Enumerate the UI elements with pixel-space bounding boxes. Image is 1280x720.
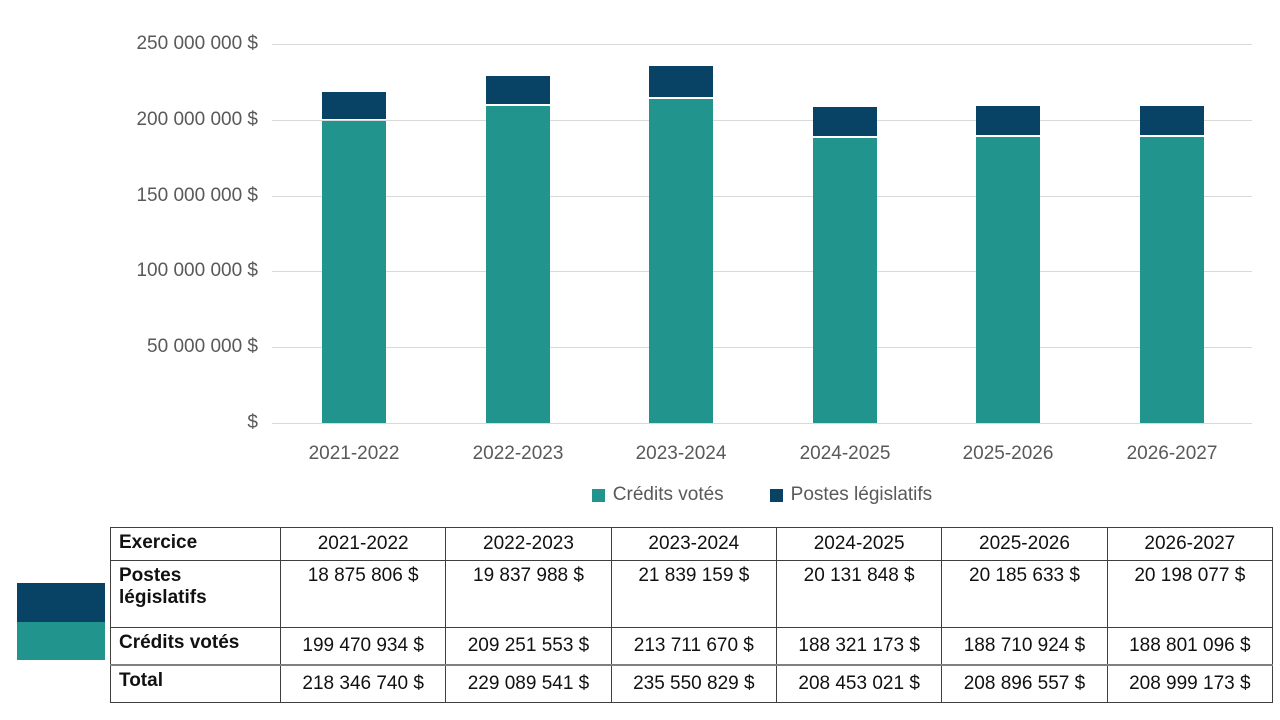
credits-votes-swatch-icon xyxy=(591,488,605,502)
bar-segment-credits-votes-2026-2027 xyxy=(1140,137,1204,423)
table-row-swatch-postes-legislatifs xyxy=(17,583,105,622)
bar-segment-credits-votes-2021-2022 xyxy=(322,121,386,423)
cell-postes-legislatifs: 18 875 806 $ xyxy=(279,560,447,628)
bar-segment-postes-legislatifs-2025-2026 xyxy=(976,106,1040,135)
table-header-year: 2024-2025 xyxy=(775,527,943,561)
cell-credits-votes: 199 470 934 $ xyxy=(279,627,447,665)
cell-total: 229 089 541 $ xyxy=(445,663,612,703)
x-axis-tick-label: 2021-2022 xyxy=(308,443,400,464)
y-axis-tick-label: 50 000 000 $ xyxy=(147,336,258,357)
table-row-total: Total 218 346 740 $229 089 541 $235 550 8… xyxy=(110,663,1274,703)
y-axis-tick-label: 100 000 000 $ xyxy=(136,260,258,281)
cell-total: 218 346 740 $ xyxy=(279,663,447,703)
cell-total: 208 453 021 $ xyxy=(775,663,943,703)
bar-segment-postes-legislatifs-2026-2027 xyxy=(1140,106,1204,135)
cell-credits-votes: 188 710 924 $ xyxy=(941,627,1108,665)
y-axis-tick-label: 150 000 000 $ xyxy=(136,185,258,206)
x-axis-tick-label: 2025-2026 xyxy=(962,443,1054,464)
budget-data-table: Exercice 2021-2022 2022-2023 2023-2024 2024-… xyxy=(110,527,1274,703)
bar-segment-credits-votes-2022-2023 xyxy=(486,106,550,423)
y-axis-tick-label: $ xyxy=(247,412,258,433)
bar-segment-credits-votes-2024-2025 xyxy=(813,138,877,423)
table-row-postes-legislatifs: Postes législatifs 18 875 806 $19 837 988… xyxy=(110,560,1274,628)
bar-segment-credits-votes-2025-2026 xyxy=(976,137,1040,423)
table-header-year: 2025-2026 xyxy=(941,527,1108,561)
legend-item-postes-legislatifs: Postes législatifs xyxy=(769,484,933,506)
cell-postes-legislatifs: 20 131 848 $ xyxy=(775,560,943,628)
cell-total: 208 999 173 $ xyxy=(1106,663,1274,703)
row-label-total: Total xyxy=(110,663,281,703)
table-header-year: 2026-2027 xyxy=(1106,527,1274,561)
bar-segment-postes-legislatifs-2024-2025 xyxy=(813,107,877,136)
y-gridline xyxy=(272,423,1252,424)
postes-legislatifs-swatch-icon xyxy=(769,488,783,502)
y-gridline xyxy=(272,347,1252,348)
chart-legend: Crédits votés Postes législatifs xyxy=(272,482,1252,508)
cell-credits-votes: 213 711 670 $ xyxy=(610,627,777,665)
cell-credits-votes: 188 801 096 $ xyxy=(1106,627,1274,665)
cell-total: 208 896 557 $ xyxy=(941,663,1108,703)
stacked-bar-chart: 250 000 000 $ 200 000 000 $ 150 000 000 $ 1… xyxy=(136,33,1252,464)
x-axis-tick-label: 2026-2027 xyxy=(1126,443,1218,464)
y-gridline xyxy=(272,120,1252,121)
bar-segment-postes-legislatifs-2023-2024 xyxy=(649,66,713,97)
legend-label-credits-votes: Crédits votés xyxy=(612,484,724,505)
cell-credits-votes: 188 321 173 $ xyxy=(775,627,943,665)
legend-label-postes-legislatifs: Postes législatifs xyxy=(790,484,933,505)
bar-segment-postes-legislatifs-2021-2022 xyxy=(322,92,386,119)
table-row-swatch-credits-votes xyxy=(17,622,105,660)
x-axis-tick-label: 2022-2023 xyxy=(472,443,564,464)
table-header-year: 2022-2023 xyxy=(445,527,612,561)
table-header-year: 2023-2024 xyxy=(610,527,777,561)
table-header-row: Exercice 2021-2022 2022-2023 2023-2024 2024-… xyxy=(110,527,1274,561)
y-axis-tick-label: 200 000 000 $ xyxy=(136,109,258,130)
table-row-credits-votes: Crédits votés 199 470 934 $209 251 553 $2… xyxy=(110,627,1274,665)
table-header-year: 2021-2022 xyxy=(279,527,447,561)
table-header-exercice: Exercice xyxy=(110,527,281,561)
y-axis-tick-label: 250 000 000 $ xyxy=(136,33,258,54)
bar-segment-credits-votes-2023-2024 xyxy=(649,99,713,423)
cell-postes-legislatifs: 20 198 077 $ xyxy=(1106,560,1274,628)
x-axis-tick-label: 2023-2024 xyxy=(635,443,727,464)
y-gridline xyxy=(272,271,1252,272)
cell-postes-legislatifs: 20 185 633 $ xyxy=(941,560,1108,628)
cell-postes-legislatifs: 21 839 159 $ xyxy=(610,560,777,628)
y-gridline xyxy=(272,44,1252,45)
cell-credits-votes: 209 251 553 $ xyxy=(445,627,612,665)
bar-segment-postes-legislatifs-2022-2023 xyxy=(486,76,550,104)
table-row: Exercice 2021-2022 2022-2023 2023-2024 2024-… xyxy=(110,527,1274,561)
y-gridline xyxy=(272,196,1252,197)
cell-postes-legislatifs: 19 837 988 $ xyxy=(445,560,612,628)
x-axis-tick-label: 2024-2025 xyxy=(799,443,891,464)
row-label-credits-votes: Crédits votés xyxy=(110,627,281,665)
row-label-postes-legislatifs: Postes législatifs xyxy=(110,560,281,628)
legend-item-credits-votes: Crédits votés xyxy=(591,484,724,506)
cell-total: 235 550 829 $ xyxy=(610,663,777,703)
table-body: Postes législatifs 18 875 806 $19 837 988… xyxy=(110,560,1274,703)
